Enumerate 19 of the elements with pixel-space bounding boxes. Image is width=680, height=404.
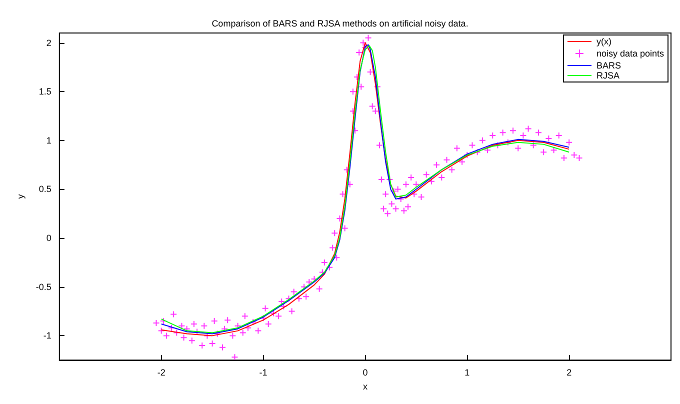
y-tick-label: 0.5 <box>38 184 52 194</box>
y-tick-label: 2 <box>46 38 52 48</box>
y-tick-label: -0.5 <box>36 282 52 292</box>
x-tick-label: 0 <box>362 368 368 378</box>
chart-title: Comparison of BARS and RJSA methods on artificial noisy data. <box>212 18 468 28</box>
legend-label: noisy data points <box>596 48 664 58</box>
y-tick-label: 0 <box>46 233 52 244</box>
y-tick-label: -1 <box>43 330 52 341</box>
y-axis-title: y <box>16 194 26 199</box>
y-tick-label: 1.5 <box>38 86 52 97</box>
legend-label: RJSA <box>596 70 620 80</box>
x-tick-label: -1 <box>259 368 268 378</box>
y-tick-label: 1 <box>46 135 52 146</box>
legend-label: y(x) <box>596 36 612 46</box>
x-tick-label: -2 <box>157 368 166 378</box>
x-tick-label: 2 <box>566 368 572 378</box>
legend-label: BARS <box>596 60 621 70</box>
x-axis-title: x <box>362 382 368 392</box>
x-tick-label: 1 <box>464 368 470 378</box>
